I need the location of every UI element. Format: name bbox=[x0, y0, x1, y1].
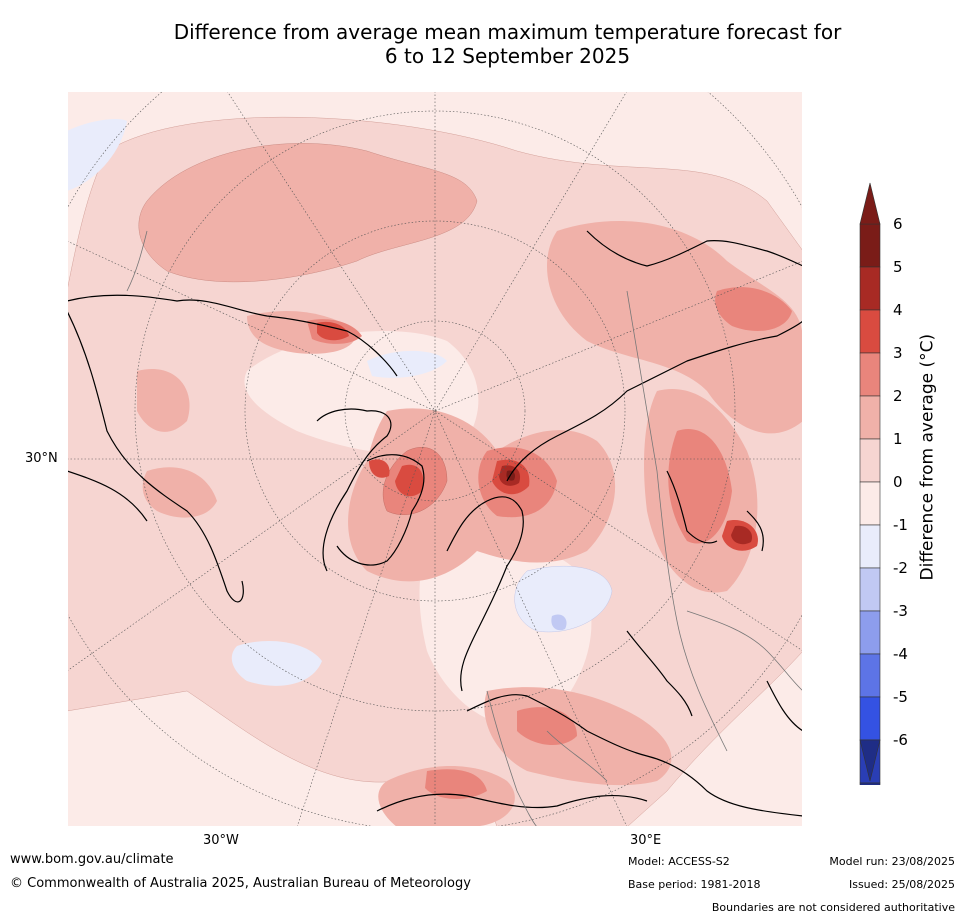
colorbar-band bbox=[859, 653, 881, 698]
borders bbox=[126, 230, 803, 827]
colorbar-max-arrow bbox=[859, 182, 881, 225]
title-line-2: 6 to 12 September 2025 bbox=[384, 44, 631, 68]
colorbar-min-arrow bbox=[859, 739, 881, 782]
colorbar-band bbox=[859, 309, 881, 354]
colorbar bbox=[859, 182, 881, 785]
colorbar-tick-label: 1 bbox=[893, 430, 903, 448]
graticule bbox=[67, 91, 803, 827]
anomaly-0-minus1-region bbox=[514, 566, 613, 633]
anomaly-minus1-minus2-region bbox=[551, 614, 567, 631]
footer-disclaimer: Boundaries are not considered authoritat… bbox=[711, 901, 955, 914]
colorbar-tick-label: 2 bbox=[893, 387, 903, 405]
colorbar-tick-label: 3 bbox=[893, 344, 903, 362]
footer-url[interactable]: www.bom.gov.au/climate bbox=[10, 852, 174, 867]
colorbar-label: Difference from average (°C) bbox=[917, 333, 938, 581]
map-title: Difference from average mean maximum tem… bbox=[0, 20, 965, 68]
colorbar-tick-label: -6 bbox=[893, 731, 908, 749]
lat-label-30n: 30°N bbox=[25, 451, 58, 466]
colorbar-band bbox=[859, 524, 881, 569]
colorbar-band bbox=[859, 352, 881, 397]
footer-copyright: © Commonwealth of Australia 2025, Austra… bbox=[10, 876, 471, 891]
title-line-1: Difference from average mean maximum tem… bbox=[173, 20, 842, 44]
colorbar-tick-label: 0 bbox=[893, 473, 903, 491]
colorbar-tick-label: -5 bbox=[893, 688, 908, 706]
anomaly-2-3-region bbox=[138, 143, 478, 283]
footer-model-run: Model run: 23/08/2025 bbox=[829, 855, 955, 868]
colorbar-band bbox=[859, 610, 881, 655]
colorbar-band bbox=[859, 223, 881, 268]
colorbar-tick-label: -2 bbox=[893, 559, 908, 577]
colorbar-band bbox=[859, 266, 881, 311]
coastlines bbox=[67, 230, 803, 817]
lon-label-30w: 30°W bbox=[203, 833, 239, 848]
colorbar-tick-label: 5 bbox=[893, 258, 903, 276]
colorbar-tick-label: -1 bbox=[893, 516, 908, 534]
temperature-anomaly-map bbox=[67, 91, 803, 827]
footer-base-period: Base period: 1981-2018 bbox=[628, 878, 761, 891]
footer-issued: Issued: 25/08/2025 bbox=[848, 878, 955, 891]
colorbar-tick-label: 6 bbox=[893, 215, 903, 233]
footer-model: Model: ACCESS-S2 bbox=[628, 855, 730, 868]
colorbar-tick-label: -4 bbox=[893, 645, 908, 663]
colorbar-band bbox=[859, 567, 881, 612]
colorbar-band bbox=[859, 481, 881, 526]
colorbar-band bbox=[859, 438, 881, 483]
colorbar-tick-label: 4 bbox=[893, 301, 903, 319]
colorbar-band bbox=[859, 782, 881, 785]
colorbar-band bbox=[859, 696, 881, 741]
lon-label-30e: 30°E bbox=[630, 833, 662, 848]
colorbar-tick-label: -3 bbox=[893, 602, 908, 620]
colorbar-band bbox=[859, 395, 881, 440]
